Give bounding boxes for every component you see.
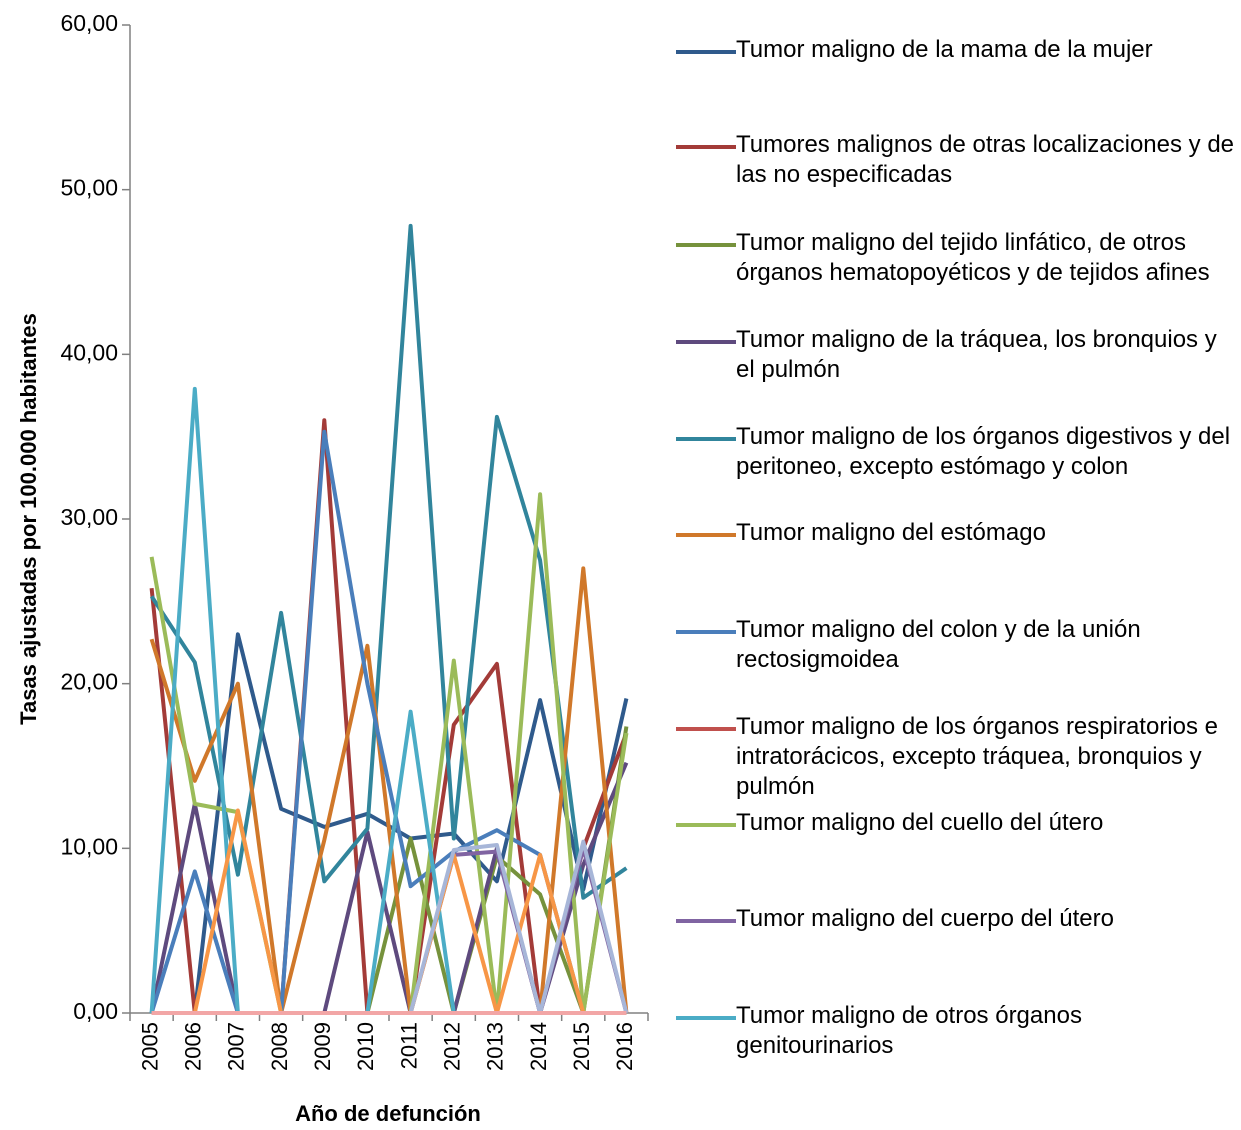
series-line bbox=[149, 566, 629, 1015]
legend-swatch bbox=[676, 823, 736, 827]
legend-entry: Tumores malignos de otras localizaciones… bbox=[676, 130, 1241, 190]
x-tick-label: 2010 bbox=[353, 1022, 378, 1071]
legend-swatch bbox=[676, 340, 736, 344]
x-tick-label: 2011 bbox=[396, 1022, 421, 1069]
legend-entry: Tumor maligno del colon y de la unión re… bbox=[676, 615, 1241, 675]
legend-swatch bbox=[676, 50, 736, 54]
legend-entry: Tumor maligno de la tráquea, los bronqui… bbox=[676, 325, 1241, 385]
x-tick-label: 2015 bbox=[569, 1022, 594, 1071]
legend-label: Tumor maligno de otros órganos genitouri… bbox=[736, 1002, 1082, 1059]
legend-label: Tumores malignos de otras localizaciones… bbox=[736, 131, 1235, 188]
legend-entry: Tumor maligno de la mama de la mujer bbox=[676, 35, 1241, 65]
legend-entry: Tumor maligno del cuello del útero bbox=[676, 808, 1241, 838]
x-tick-label: 2013 bbox=[483, 1022, 508, 1071]
legend-label: Tumor maligno del cuerpo del útero bbox=[736, 905, 1114, 932]
y-tick-label: 60,00 bbox=[60, 10, 118, 36]
x-tick-label: 2014 bbox=[526, 1022, 551, 1071]
x-tick-label: 2008 bbox=[267, 1022, 292, 1071]
legend-label: Tumor maligno de los órganos respiratori… bbox=[736, 713, 1219, 800]
legend-swatch bbox=[676, 727, 736, 731]
legend-swatch bbox=[676, 919, 736, 923]
legend-label: Tumor maligno del estómago bbox=[736, 519, 1046, 546]
y-tick-label: 0,00 bbox=[73, 998, 118, 1024]
x-tick-label: 2005 bbox=[137, 1022, 162, 1071]
legend-label: Tumor maligno de la tráquea, los bronqui… bbox=[736, 326, 1217, 383]
legend-swatch bbox=[676, 630, 736, 634]
legend-swatch bbox=[676, 437, 736, 441]
x-tick-label: 2009 bbox=[310, 1022, 335, 1071]
x-tick-label: 2012 bbox=[440, 1022, 465, 1071]
legend-swatch bbox=[676, 1016, 736, 1020]
legend-label: Tumor maligno del cuello del útero bbox=[736, 809, 1104, 836]
y-tick-label: 40,00 bbox=[60, 339, 118, 365]
y-tick-label: 50,00 bbox=[60, 175, 118, 201]
legend-label: Tumor maligno del tejido linfático, de o… bbox=[736, 229, 1210, 286]
legend-entry: Tumor maligno del estómago bbox=[676, 518, 1241, 548]
x-tick-label: 2007 bbox=[224, 1022, 249, 1071]
legend-label: Tumor maligno de la mama de la mujer bbox=[736, 36, 1153, 63]
x-tick-label: 2016 bbox=[612, 1022, 637, 1071]
legend-entry: Tumor maligno de otros órganos genitouri… bbox=[676, 1001, 1241, 1061]
y-tick-label: 20,00 bbox=[60, 669, 118, 695]
y-tick-label: 10,00 bbox=[60, 833, 118, 859]
x-tick-label: 2006 bbox=[181, 1022, 206, 1071]
y-tick-label: 30,00 bbox=[60, 504, 118, 530]
legend-label: Tumor maligno del colon y de la unión re… bbox=[736, 616, 1141, 673]
legend-entry: Tumor maligno de los órganos respiratori… bbox=[676, 712, 1241, 802]
legend-swatch bbox=[676, 243, 736, 247]
legend-entry: Tumor maligno del cuerpo del útero bbox=[676, 904, 1241, 934]
y-axis-title: Tasas ajustadas por 100.000 habitantes bbox=[16, 313, 41, 725]
legend-swatch bbox=[676, 533, 736, 537]
x-axis-title: Año de defunción bbox=[295, 1101, 481, 1126]
legend-entry: Tumor maligno de los órganos digestivos … bbox=[676, 422, 1241, 482]
legend-label: Tumor maligno de los órganos digestivos … bbox=[736, 423, 1231, 480]
legend-swatch bbox=[676, 145, 736, 149]
legend-entry: Tumor maligno del tejido linfático, de o… bbox=[676, 228, 1241, 288]
